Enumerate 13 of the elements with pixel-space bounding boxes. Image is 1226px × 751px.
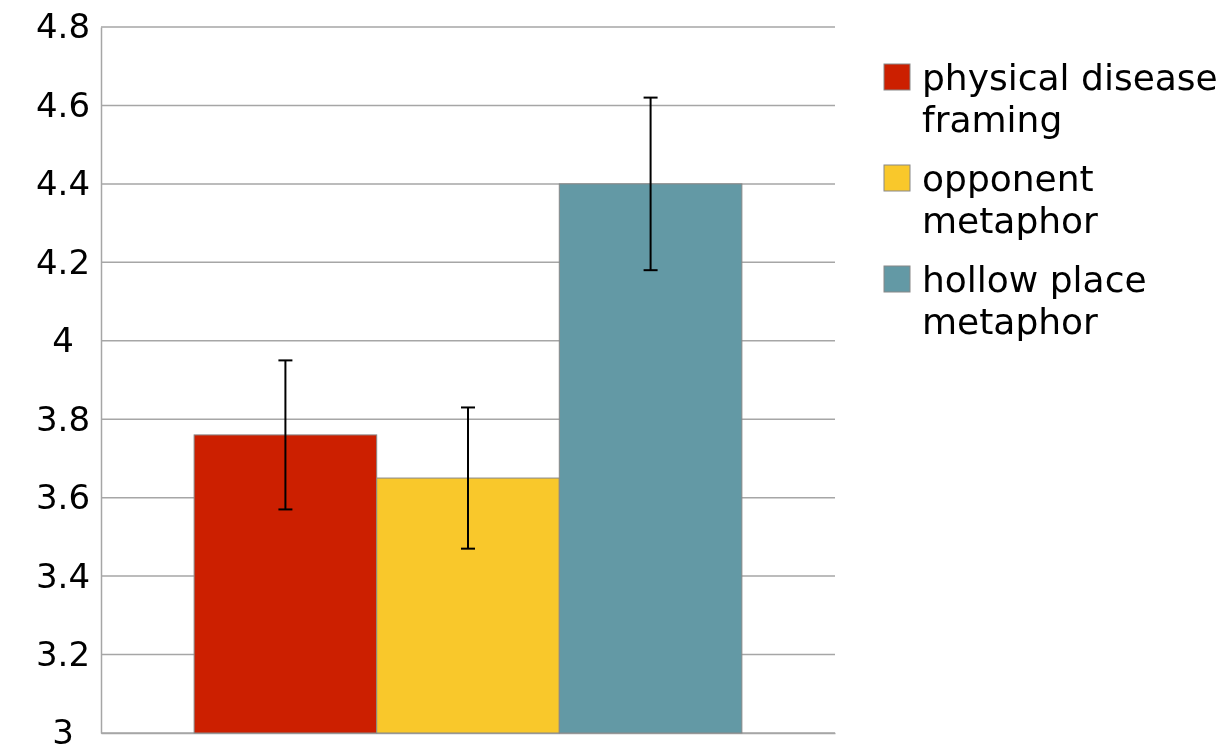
y-tick-label: 3.2 [35, 633, 91, 674]
legend-label: physical disease framing [922, 57, 1218, 140]
y-tick-label: 4.2 [35, 241, 91, 282]
y-tick-label: 4.8 [35, 6, 91, 47]
y-tick-label: 3.6 [35, 477, 91, 518]
y-tick-label: 4 [52, 320, 74, 361]
legend-label: hollow place metaphor [922, 259, 1147, 342]
y-tick-label: 4.4 [35, 163, 91, 204]
y-tick-label: 3.8 [35, 398, 91, 439]
y-tick-label: 3 [52, 712, 74, 751]
y-tick-label: 3.4 [35, 555, 91, 596]
y-tick-label: 4.6 [35, 84, 91, 125]
legend-label: opponent metaphor [922, 158, 1099, 241]
